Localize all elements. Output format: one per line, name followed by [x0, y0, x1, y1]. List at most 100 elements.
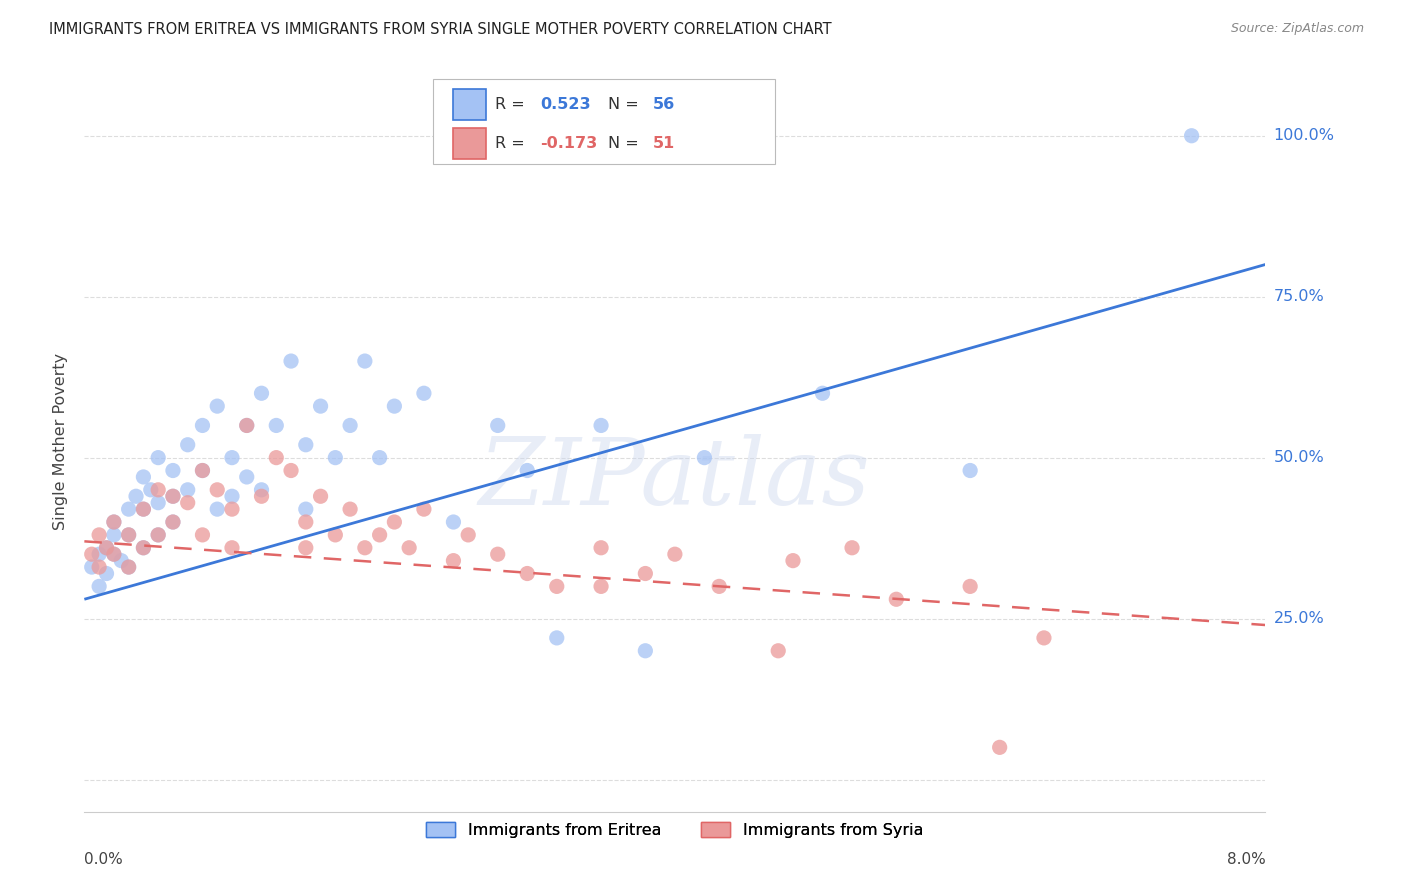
Point — [1033, 631, 1056, 645]
Text: 56: 56 — [652, 96, 675, 112]
Point — [811, 386, 834, 401]
Point — [221, 502, 243, 516]
Point — [132, 541, 155, 555]
Point — [132, 502, 155, 516]
Point — [162, 515, 184, 529]
Point — [103, 547, 125, 561]
Y-axis label: Single Mother Poverty: Single Mother Poverty — [53, 353, 69, 530]
Point — [591, 418, 613, 433]
Point — [457, 528, 479, 542]
Text: IMMIGRANTS FROM ERITREA VS IMMIGRANTS FROM SYRIA SINGLE MOTHER POVERTY CORRELATI: IMMIGRANTS FROM ERITREA VS IMMIGRANTS FR… — [49, 22, 832, 37]
Point — [309, 489, 332, 503]
Point — [634, 644, 657, 658]
Point — [264, 450, 288, 465]
Point — [125, 489, 148, 503]
Point — [486, 418, 509, 433]
Point — [280, 354, 302, 368]
Point — [87, 547, 111, 561]
Point — [162, 489, 184, 503]
Text: R =: R = — [495, 96, 530, 112]
Point — [398, 541, 420, 555]
Point — [384, 515, 406, 529]
Point — [546, 631, 568, 645]
Point — [634, 566, 657, 581]
Text: 25.0%: 25.0% — [1274, 611, 1324, 626]
Point — [118, 528, 141, 542]
Point — [221, 541, 243, 555]
Point — [709, 579, 731, 593]
Point — [250, 489, 273, 503]
Point — [96, 566, 118, 581]
Point — [221, 489, 243, 503]
Point — [235, 418, 259, 433]
Point — [221, 450, 243, 465]
Point — [148, 528, 170, 542]
Text: N =: N = — [607, 96, 644, 112]
Point — [295, 438, 318, 452]
Point — [250, 386, 273, 401]
Point — [413, 386, 436, 401]
Point — [664, 547, 686, 561]
Point — [841, 541, 863, 555]
Point — [177, 483, 200, 497]
Point — [486, 547, 509, 561]
Point — [148, 450, 170, 465]
Point — [96, 541, 118, 555]
Text: N =: N = — [607, 136, 644, 151]
Point — [368, 528, 391, 542]
Point — [354, 541, 377, 555]
Text: -0.173: -0.173 — [540, 136, 598, 151]
Point — [118, 560, 141, 574]
Point — [295, 502, 318, 516]
Point — [207, 399, 229, 413]
Point — [132, 470, 155, 484]
Point — [309, 399, 332, 413]
Point — [162, 489, 184, 503]
Point — [110, 554, 132, 568]
Point — [295, 541, 318, 555]
Point — [264, 418, 288, 433]
Point — [693, 450, 716, 465]
Point — [191, 418, 214, 433]
Text: 0.523: 0.523 — [540, 96, 591, 112]
Point — [516, 566, 538, 581]
Point — [80, 547, 103, 561]
Text: R =: R = — [495, 136, 530, 151]
Point — [546, 579, 568, 593]
Text: Source: ZipAtlas.com: Source: ZipAtlas.com — [1230, 22, 1364, 36]
Point — [959, 579, 981, 593]
Point — [132, 502, 155, 516]
Point — [443, 554, 465, 568]
Text: 8.0%: 8.0% — [1226, 853, 1265, 867]
Point — [516, 463, 538, 477]
Point — [207, 502, 229, 516]
Point — [959, 463, 981, 477]
Point — [325, 450, 347, 465]
Point — [339, 418, 361, 433]
Point — [988, 740, 1011, 755]
Point — [191, 463, 214, 477]
Point — [148, 496, 170, 510]
Point — [118, 528, 141, 542]
Point — [886, 592, 908, 607]
Point — [354, 354, 377, 368]
Point — [103, 515, 125, 529]
Point — [103, 547, 125, 561]
Text: 51: 51 — [652, 136, 675, 151]
Point — [87, 560, 111, 574]
Point — [443, 515, 465, 529]
Point — [118, 560, 141, 574]
Point — [177, 438, 200, 452]
Point — [132, 541, 155, 555]
FancyBboxPatch shape — [433, 78, 775, 164]
Point — [1181, 128, 1204, 143]
Point — [782, 554, 804, 568]
Point — [87, 579, 111, 593]
Point — [235, 418, 259, 433]
Point — [191, 528, 214, 542]
Point — [118, 502, 141, 516]
Text: 100.0%: 100.0% — [1274, 128, 1334, 144]
Point — [207, 483, 229, 497]
Point — [162, 463, 184, 477]
Point — [148, 483, 170, 497]
